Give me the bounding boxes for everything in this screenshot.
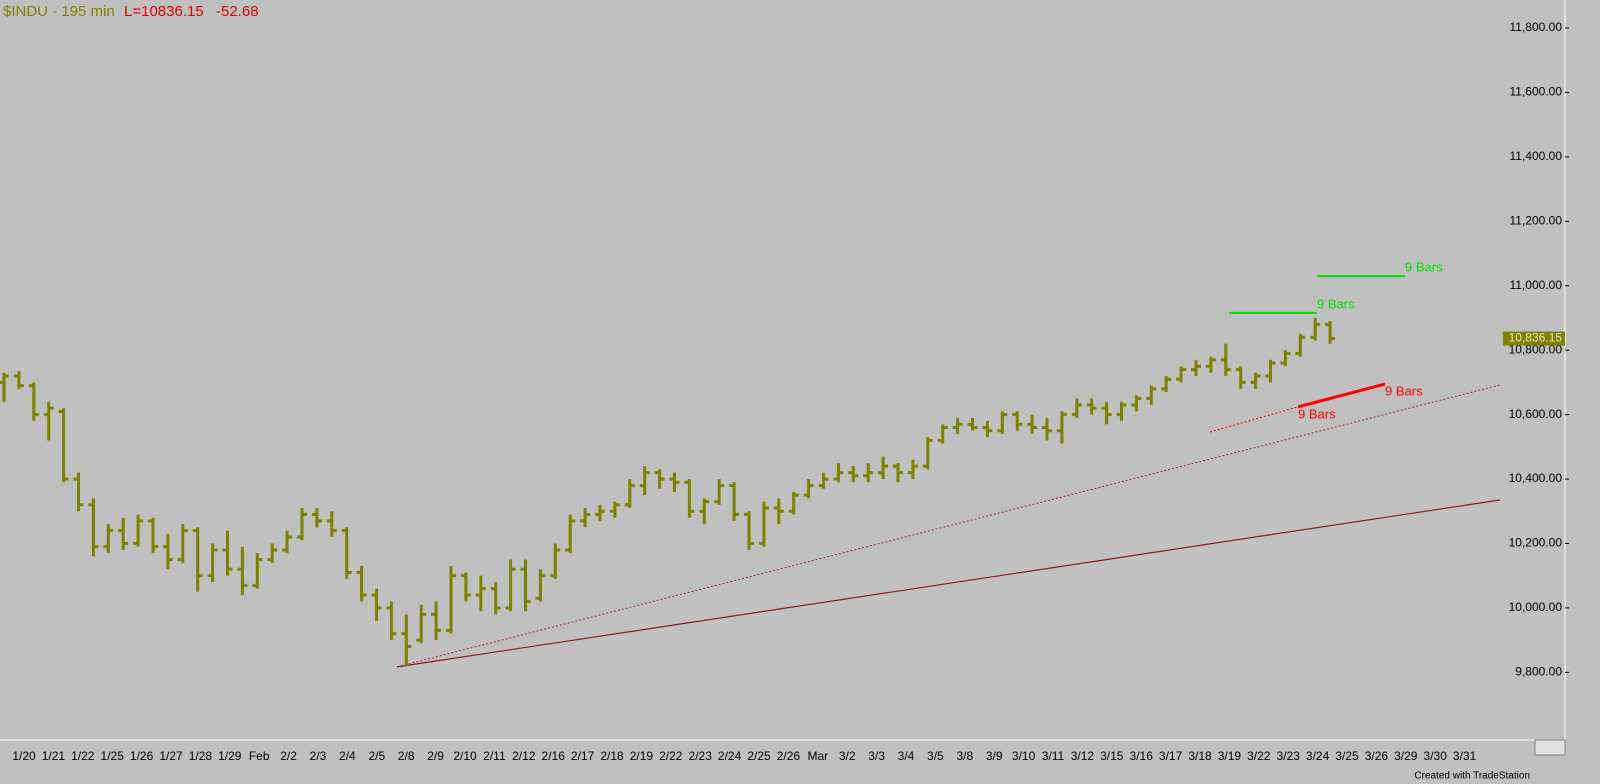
x-tick-label: 3/15 bbox=[1100, 749, 1124, 763]
x-tick-label: 3/24 bbox=[1306, 749, 1330, 763]
x-tick-label: 3/11 bbox=[1042, 749, 1065, 763]
trendline-label: 9 Bars bbox=[1405, 260, 1443, 275]
x-tick-label: 1/28 bbox=[189, 749, 213, 763]
y-tick-label: 11,400.00 bbox=[1510, 149, 1563, 163]
x-tick-label: 1/26 bbox=[130, 749, 154, 763]
x-tick-label: 3/30 bbox=[1424, 749, 1448, 763]
last-price-tag-label: 10,836.15 bbox=[1509, 331, 1563, 345]
x-tick-label: 1/27 bbox=[159, 749, 183, 763]
x-tick-label: 3/10 bbox=[1012, 749, 1036, 763]
trendline bbox=[1297, 382, 1386, 409]
x-tick-label: 2/18 bbox=[600, 749, 624, 763]
x-tick-label: 1/25 bbox=[101, 749, 125, 763]
x-tick-label: 3/3 bbox=[868, 749, 885, 763]
y-tick-label: 9,800.00 bbox=[1515, 665, 1562, 679]
trendline-label: 9 Bars bbox=[1385, 383, 1423, 398]
trendline-label: 9 Bars bbox=[1317, 296, 1355, 311]
x-tick-label: 3/22 bbox=[1247, 749, 1271, 763]
x-tick-label: 1/21 bbox=[42, 749, 66, 763]
x-tick-label: 3/12 bbox=[1071, 749, 1095, 763]
x-tick-label: 2/23 bbox=[689, 749, 713, 763]
x-tick-label: 2/10 bbox=[453, 749, 477, 763]
change: -52.68 bbox=[216, 3, 259, 20]
x-tick-label: 3/4 bbox=[898, 749, 915, 763]
x-tick-label: 3/29 bbox=[1394, 749, 1418, 763]
y-tick-label: 10,200.00 bbox=[1509, 536, 1563, 550]
x-tick-label: 3/18 bbox=[1188, 749, 1212, 763]
y-tick-label: 10,600.00 bbox=[1509, 407, 1563, 421]
x-tick-label: 3/5 bbox=[927, 749, 944, 763]
x-tick-label: 1/20 bbox=[12, 749, 36, 763]
x-tick-label: 2/24 bbox=[718, 749, 742, 763]
trendline bbox=[1209, 406, 1299, 433]
trendline bbox=[396, 384, 1501, 668]
y-tick-label: 11,000.00 bbox=[1510, 278, 1563, 292]
x-tick-label: 3/17 bbox=[1159, 749, 1183, 763]
last-price: L=10836.15 bbox=[124, 3, 204, 20]
y-tick-label: 11,800.00 bbox=[1510, 20, 1563, 34]
x-tick-label: 3/8 bbox=[956, 749, 973, 763]
x-tick-label: 2/8 bbox=[398, 749, 415, 763]
x-tick-label: Mar bbox=[807, 749, 828, 763]
x-tick-label: 2/17 bbox=[571, 749, 595, 763]
footer: Created with TradeStation bbox=[1414, 771, 1530, 782]
x-tick-label: 1/22 bbox=[71, 749, 95, 763]
x-tick-label: Feb bbox=[249, 749, 270, 763]
y-tick-label: 11,200.00 bbox=[1510, 213, 1563, 227]
y-tick-label: 10,800.00 bbox=[1509, 342, 1563, 356]
last-price-tag bbox=[1503, 331, 1565, 346]
x-tick-label: 3/19 bbox=[1218, 749, 1242, 763]
x-tick-label: 3/2 bbox=[839, 749, 856, 763]
y-tick-label: 11,600.00 bbox=[1510, 85, 1563, 99]
x-tick-label: 3/31 bbox=[1453, 749, 1477, 763]
x-tick-label: 3/25 bbox=[1335, 749, 1359, 763]
chart-title: $INDU - 195 min bbox=[3, 3, 115, 20]
x-tick-label: 2/19 bbox=[630, 749, 654, 763]
y-tick-label: 10,400.00 bbox=[1509, 471, 1563, 485]
x-tick-label: 2/3 bbox=[310, 749, 327, 763]
x-tick-label: 2/11 bbox=[483, 749, 506, 763]
y-tick-label: 10,000.00 bbox=[1509, 600, 1563, 614]
trendline-label: 9 Bars bbox=[1298, 406, 1336, 421]
x-tick-label: 2/12 bbox=[512, 749, 536, 763]
x-tick-label: 2/5 bbox=[368, 749, 385, 763]
x-tick-label: 3/23 bbox=[1277, 749, 1301, 763]
x-tick-label: 2/9 bbox=[427, 749, 444, 763]
trendline bbox=[396, 499, 1501, 668]
x-tick-label: 2/22 bbox=[659, 749, 683, 763]
x-tick-label: 2/4 bbox=[339, 749, 356, 763]
x-tick-label: 1/29 bbox=[218, 749, 242, 763]
scrollbar[interactable] bbox=[1534, 739, 1566, 756]
x-tick-label: 2/25 bbox=[747, 749, 771, 763]
x-tick-label: 3/26 bbox=[1365, 749, 1389, 763]
x-tick-label: 3/9 bbox=[986, 749, 1003, 763]
x-tick-label: 2/16 bbox=[542, 749, 566, 763]
x-tick-label: 3/16 bbox=[1130, 749, 1154, 763]
x-tick-label: 2/26 bbox=[777, 749, 801, 763]
x-tick-label: 2/2 bbox=[280, 749, 297, 763]
